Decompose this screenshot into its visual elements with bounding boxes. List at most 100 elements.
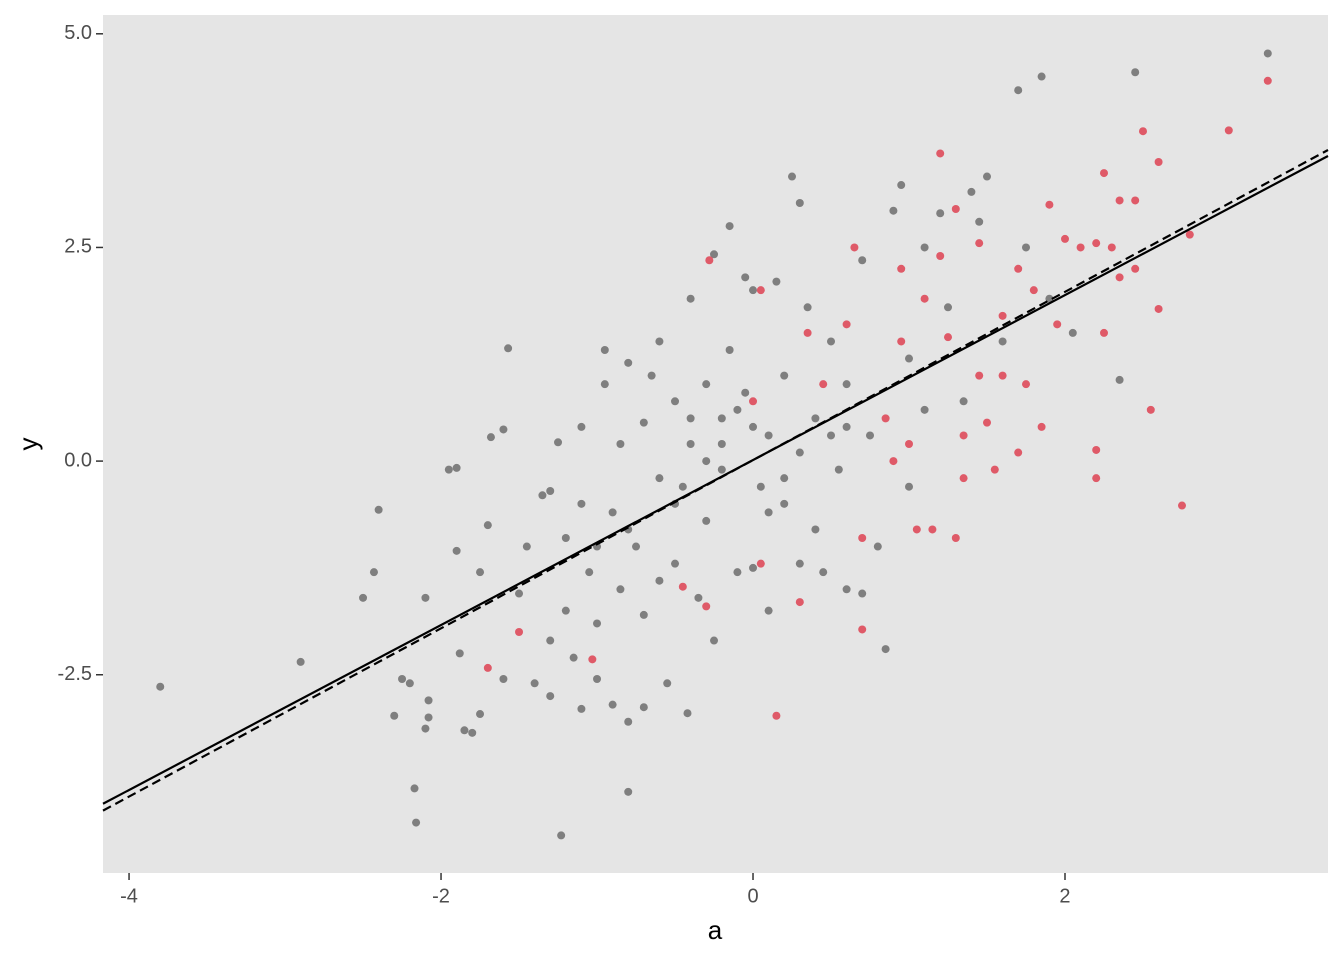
point <box>936 149 945 158</box>
point <box>749 397 758 406</box>
point <box>842 422 851 431</box>
point <box>686 440 695 448</box>
point <box>671 397 680 406</box>
point <box>881 645 890 654</box>
point <box>967 187 976 196</box>
fit-line <box>102 155 1329 805</box>
point <box>686 294 695 303</box>
point <box>616 440 625 448</box>
point <box>616 585 625 594</box>
plot-panel <box>103 15 1328 873</box>
point <box>557 831 566 840</box>
point <box>780 499 789 508</box>
x-tick-label: 0 <box>747 885 758 907</box>
point <box>858 589 867 598</box>
point <box>593 675 602 684</box>
point <box>678 582 687 591</box>
point <box>1138 127 1147 136</box>
point <box>624 358 633 367</box>
point <box>655 576 664 585</box>
point <box>624 787 633 796</box>
point <box>410 784 419 793</box>
point <box>788 172 797 181</box>
point <box>702 602 711 611</box>
point <box>897 337 906 346</box>
point <box>803 303 812 312</box>
point <box>920 405 929 414</box>
point <box>647 371 656 380</box>
point <box>671 559 680 568</box>
point <box>530 679 539 688</box>
point <box>588 655 597 664</box>
point <box>1263 49 1272 58</box>
point <box>858 256 867 265</box>
point <box>780 371 789 380</box>
point <box>1154 157 1163 166</box>
point <box>702 516 711 525</box>
point <box>944 333 953 342</box>
point <box>951 534 960 543</box>
point <box>772 711 781 720</box>
y-tick-label: 0.0 <box>64 449 92 471</box>
point <box>1099 169 1108 178</box>
point <box>639 610 648 619</box>
point <box>452 546 461 555</box>
point <box>655 337 664 346</box>
point <box>1022 380 1031 389</box>
point <box>959 474 968 483</box>
point <box>499 425 508 434</box>
x-axis-title: a <box>708 915 723 945</box>
point <box>905 482 914 491</box>
point <box>842 320 851 329</box>
point <box>1045 294 1054 303</box>
point <box>577 704 586 713</box>
point <box>624 717 633 726</box>
point <box>600 380 609 389</box>
point <box>983 418 992 427</box>
point <box>455 649 464 658</box>
y-tick-label: -2.5 <box>58 663 92 685</box>
point <box>639 703 648 712</box>
point <box>749 563 758 572</box>
point <box>733 405 742 414</box>
point <box>1037 72 1046 81</box>
point <box>912 525 921 534</box>
point <box>850 243 859 252</box>
point <box>756 482 765 491</box>
point <box>1076 243 1085 252</box>
point <box>1115 375 1124 384</box>
point <box>390 711 399 720</box>
point <box>998 337 1007 346</box>
point <box>1053 320 1062 329</box>
point <box>421 724 430 733</box>
point <box>897 181 906 190</box>
point <box>928 525 937 534</box>
point <box>1037 422 1046 431</box>
y-axis-title: y <box>13 438 43 451</box>
point <box>834 465 843 474</box>
point <box>905 354 914 363</box>
point <box>819 568 828 577</box>
point <box>905 440 914 448</box>
point <box>936 251 945 260</box>
point <box>764 606 773 615</box>
point <box>1045 200 1054 209</box>
point <box>842 380 851 389</box>
point <box>1131 196 1140 205</box>
point <box>460 726 469 735</box>
point <box>569 653 578 662</box>
point <box>756 286 765 295</box>
point <box>889 457 898 466</box>
point <box>1154 304 1163 313</box>
point <box>741 388 750 397</box>
point <box>1092 239 1101 248</box>
point <box>725 222 734 231</box>
point <box>483 663 492 672</box>
point <box>504 344 513 353</box>
point <box>717 440 726 448</box>
point <box>1092 445 1101 454</box>
point <box>1107 243 1116 252</box>
point <box>819 380 828 389</box>
point <box>827 337 836 346</box>
